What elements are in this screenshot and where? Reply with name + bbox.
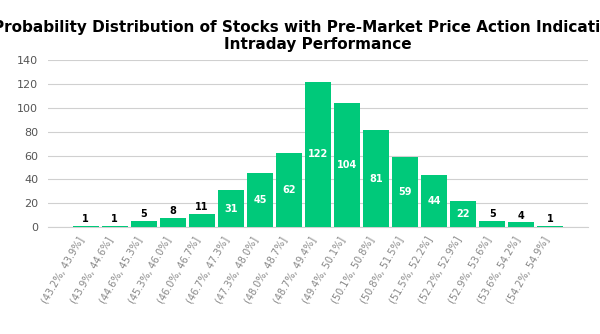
Bar xyxy=(247,173,273,227)
Text: 45: 45 xyxy=(253,195,266,205)
Bar xyxy=(131,221,157,227)
Text: 104: 104 xyxy=(337,160,357,170)
Text: 81: 81 xyxy=(369,174,383,184)
Bar xyxy=(218,190,244,227)
Text: 4: 4 xyxy=(518,210,525,220)
Text: 59: 59 xyxy=(398,187,412,197)
Text: 122: 122 xyxy=(308,149,328,159)
Bar xyxy=(363,131,389,227)
Bar xyxy=(73,226,98,227)
Text: 62: 62 xyxy=(282,185,296,195)
Text: 1: 1 xyxy=(82,214,89,224)
Bar xyxy=(450,201,476,227)
Bar xyxy=(334,103,360,227)
Bar xyxy=(305,81,331,227)
Bar xyxy=(392,157,418,227)
Bar xyxy=(189,214,215,227)
Bar xyxy=(101,226,128,227)
Bar xyxy=(160,217,186,227)
Text: 11: 11 xyxy=(195,202,209,212)
Title: Probability Distribution of Stocks with Pre-Market Price Action Indicative of
In: Probability Distribution of Stocks with … xyxy=(0,20,600,52)
Bar xyxy=(508,222,535,227)
Text: 1: 1 xyxy=(547,214,554,224)
Text: 44: 44 xyxy=(427,196,441,206)
Text: 5: 5 xyxy=(489,209,496,219)
Bar xyxy=(538,226,563,227)
Bar xyxy=(276,153,302,227)
Text: 5: 5 xyxy=(140,209,147,219)
Text: 8: 8 xyxy=(169,206,176,216)
Text: 1: 1 xyxy=(111,214,118,224)
Bar xyxy=(479,221,505,227)
Text: 22: 22 xyxy=(457,209,470,219)
Text: 31: 31 xyxy=(224,204,238,214)
Bar xyxy=(421,175,447,227)
